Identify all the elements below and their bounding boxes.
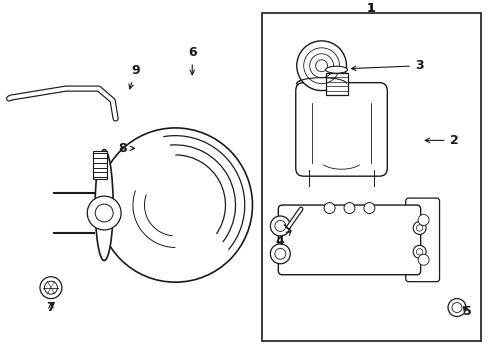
FancyBboxPatch shape [278,205,420,275]
Circle shape [451,302,461,312]
Circle shape [44,281,57,294]
FancyBboxPatch shape [295,83,386,176]
Circle shape [344,203,354,213]
Circle shape [274,248,285,259]
Circle shape [412,246,425,258]
Circle shape [416,249,422,255]
Text: 2: 2 [424,134,457,147]
Text: 1: 1 [366,3,375,15]
Circle shape [87,196,121,230]
Ellipse shape [325,66,347,73]
Text: 7: 7 [46,301,55,314]
Text: 8: 8 [118,142,134,155]
Bar [325,73,347,95]
Circle shape [98,128,252,282]
Circle shape [270,216,290,236]
Text: 3: 3 [351,59,423,72]
Text: 5: 5 [462,305,470,318]
Circle shape [363,203,374,213]
Circle shape [95,204,113,222]
Bar [262,13,480,341]
Ellipse shape [95,149,113,261]
Text: 9: 9 [129,64,140,89]
Circle shape [40,277,62,298]
Circle shape [417,254,428,265]
Circle shape [412,221,425,234]
Text: 4: 4 [275,231,290,248]
FancyBboxPatch shape [405,198,439,282]
Circle shape [416,225,422,231]
Circle shape [274,220,285,231]
Text: 6: 6 [187,46,196,75]
Circle shape [447,298,465,316]
Circle shape [417,215,428,225]
Bar [93,151,107,179]
Circle shape [296,41,346,91]
Circle shape [324,203,334,213]
Circle shape [270,244,290,264]
Text: 1: 1 [366,3,375,15]
Ellipse shape [296,78,346,90]
